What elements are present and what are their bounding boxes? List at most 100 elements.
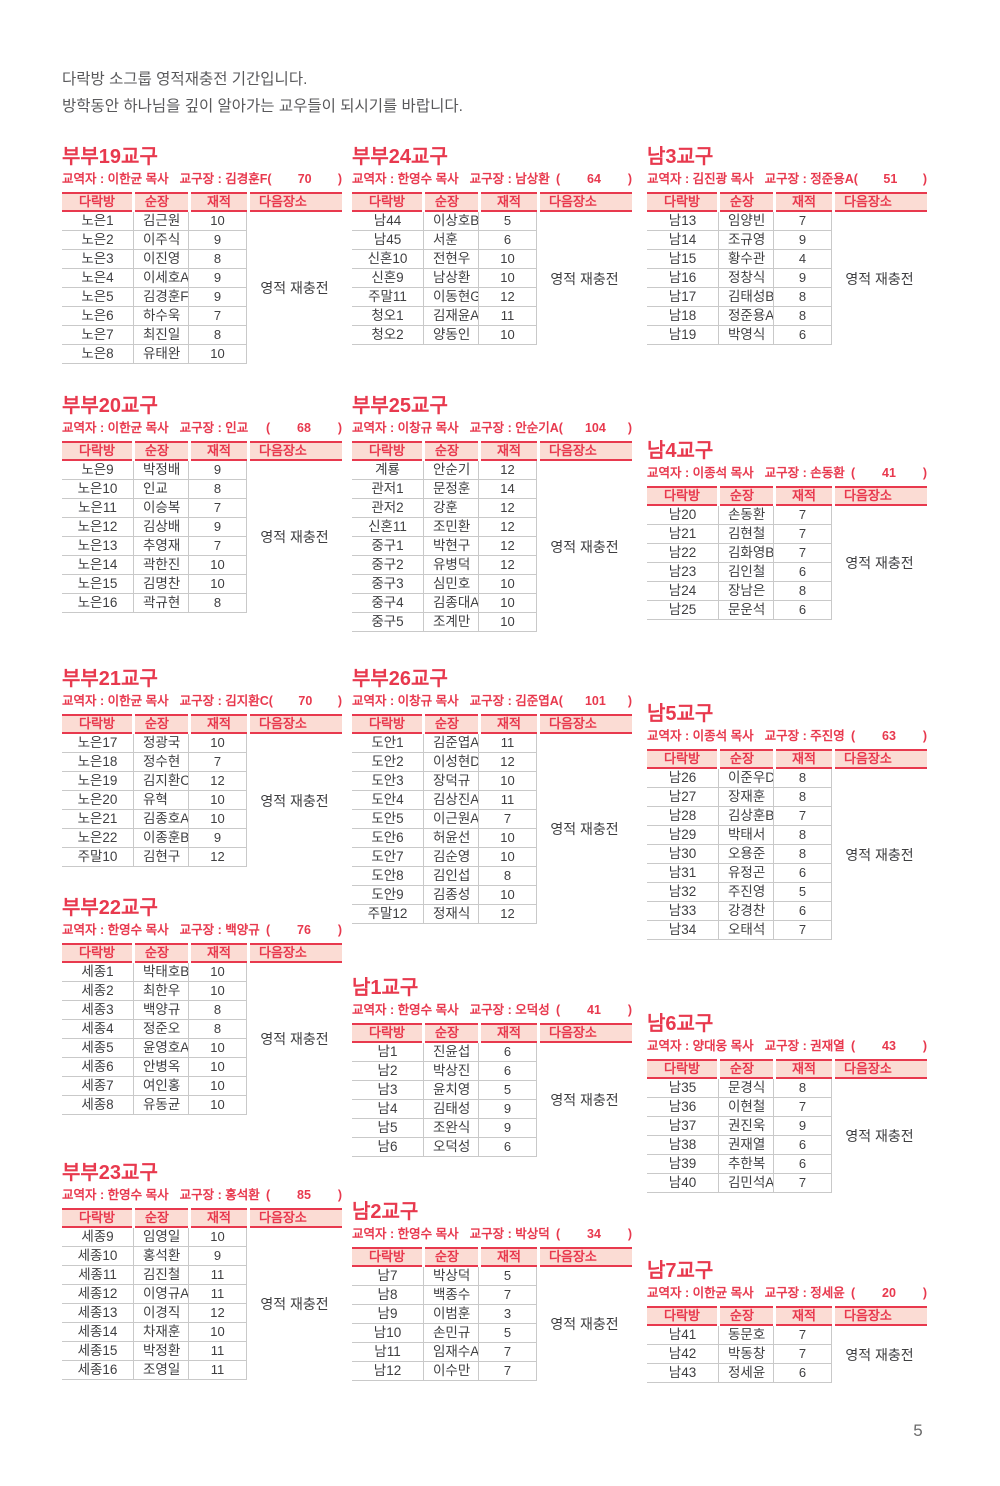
cell-darakbang: 남9 [352, 1305, 424, 1323]
table-row: 세종2 최한우 10 [62, 982, 247, 1001]
cell-jaejeok: 12 [479, 499, 537, 517]
intro-line-2: 방학동안 하나님을 깊이 알아가는 교우들이 되시기를 바랍니다. [62, 98, 463, 115]
cell-darakbang: 노은20 [62, 791, 134, 809]
cell-sunjang: 김종성 [424, 886, 479, 904]
member-count-value: 41 [882, 466, 896, 480]
table-row: 청오1 김재윤A 11 [352, 307, 537, 326]
cell-darakbang: 노은3 [62, 250, 134, 268]
cell-jaejeok: 8 [774, 1079, 832, 1097]
table-rows: 남35 문경식 8 남36 이현철 7 남37 권진욱 9 남38 권재열 6 … [647, 1079, 832, 1193]
cell-jaejeok: 6 [479, 1062, 537, 1080]
header-jaejeok: 재적 [776, 1059, 832, 1079]
cell-jaejeok: 10 [479, 594, 537, 612]
cell-sunjang: 황수관 [719, 250, 774, 268]
header-sunjang: 순장 [720, 749, 773, 769]
member-count-value: 63 [882, 729, 896, 743]
table-row: 노은22 이종훈B 9 [62, 829, 247, 848]
table-row: 남3 윤치영 5 [352, 1081, 537, 1100]
header-sunjang: 순장 [425, 1247, 478, 1267]
cell-darakbang: 관저1 [352, 480, 424, 498]
cell-darakbang: 남12 [352, 1362, 424, 1380]
cell-sunjang: 이현철 [719, 1098, 774, 1116]
cell-darakbang: 세종7 [62, 1077, 134, 1095]
table-body: 도안1 김준엽A 11 도안2 이성현D 12 도안3 장덕규 10 도안4 김… [352, 734, 632, 924]
table-row: 남25 문운석 6 [647, 601, 832, 620]
table-row: 중구4 김종대A 10 [352, 594, 537, 613]
cell-darakbang: 청오1 [352, 307, 424, 325]
cell-darakbang: 남36 [647, 1098, 719, 1116]
next-place-cell: 영적 재충전 [550, 270, 619, 287]
header-jaejeok: 재적 [776, 192, 832, 212]
cell-sunjang: 진윤섭 [424, 1043, 479, 1061]
next-place-cell: 영적 재충전 [845, 846, 914, 863]
leader-label: 교구장 : 정세윤 [764, 1286, 845, 1300]
cell-jaejeok: 11 [189, 1266, 247, 1284]
table-row: 세종15 박정환 11 [62, 1342, 247, 1361]
cell-jaejeok: 6 [774, 1155, 832, 1173]
cell-sunjang: 김상진A [424, 791, 479, 809]
header-darakbang: 다락방 [647, 192, 717, 212]
header-darakbang: 다락방 [62, 943, 132, 963]
cell-jaejeok: 12 [479, 288, 537, 306]
cell-sunjang: 박정환 [134, 1342, 189, 1360]
paren-open: ( [556, 172, 561, 186]
header-next-place: 다음장소 [250, 192, 342, 212]
cell-jaejeok: 4 [774, 250, 832, 268]
cell-darakbang: 남22 [647, 544, 719, 562]
cell-darakbang: 노은15 [62, 575, 134, 593]
member-count: (41) [556, 1002, 632, 1018]
cell-darakbang: 세종3 [62, 1001, 134, 1019]
cell-darakbang: 남34 [647, 921, 719, 939]
table-row: 남13 임양빈 7 [647, 212, 832, 231]
header-next-place: 다음장소 [835, 1306, 927, 1326]
table-row: 노은13 추영재 7 [62, 537, 247, 556]
cell-sunjang: 이진영 [134, 250, 189, 268]
parish-table: 부부25교구 교역자 : 이창규 목사 교구장 : 안순기A (104) 다락방… [352, 395, 632, 632]
table-row: 노은11 이승복 7 [62, 499, 247, 518]
cell-darakbang: 남26 [647, 769, 719, 787]
table-rows: 도안1 김준엽A 11 도안2 이성현D 12 도안3 장덕규 10 도안4 김… [352, 734, 537, 924]
cell-sunjang: 조완식 [424, 1119, 479, 1137]
parish-subtitle: 교역자 : 한영수 목사 교구장 : 남상환 (64) [352, 171, 632, 187]
cell-darakbang: 세종14 [62, 1323, 134, 1341]
cell-jaejeok: 11 [189, 1285, 247, 1303]
next-place-cell: 영적 재충전 [550, 1316, 619, 1332]
cell-jaejeok: 7 [774, 807, 832, 825]
cell-darakbang: 중구4 [352, 594, 424, 612]
cell-sunjang: 김준엽A [424, 734, 479, 752]
cell-darakbang: 남17 [647, 288, 719, 306]
table-row: 남37 권진욱 9 [647, 1117, 832, 1136]
cell-darakbang: 세종5 [62, 1039, 134, 1057]
header-jaejeok: 재적 [481, 1247, 537, 1267]
cell-sunjang: 손동환 [719, 506, 774, 524]
cell-jaejeok: 9 [774, 269, 832, 287]
cell-sunjang: 김지환C [134, 772, 189, 790]
cell-darakbang: 남4 [352, 1100, 424, 1118]
cell-darakbang: 남25 [647, 601, 719, 619]
leader-label: 교구장 : 안순기A [469, 421, 559, 435]
leader-label: 교구장 : 김지환C [179, 694, 269, 708]
cell-sunjang: 강훈 [424, 499, 479, 517]
cell-darakbang: 도안3 [352, 772, 424, 790]
header-next-place: 다음장소 [540, 714, 632, 734]
member-count: (104) [559, 420, 632, 436]
parish-title: 부부25교구 [352, 395, 448, 417]
parish-title: 남4교구 [647, 440, 714, 462]
cell-darakbang: 노은6 [62, 307, 134, 325]
cell-darakbang: 세종11 [62, 1266, 134, 1284]
table-row: 노은15 김명찬 10 [62, 575, 247, 594]
paren-open: ( [268, 694, 273, 708]
table-header-row: 다락방 순장 재적 다음장소 [647, 486, 927, 506]
table-row: 노은9 박정배 9 [62, 461, 247, 480]
cell-darakbang: 남40 [647, 1174, 719, 1192]
cell-sunjang: 안순기 [424, 461, 479, 479]
cell-jaejeok: 8 [774, 769, 832, 787]
table-row: 남31 유정곤 6 [647, 864, 832, 883]
cell-darakbang: 청오2 [352, 326, 424, 344]
member-count-value: 51 [883, 172, 898, 186]
intro-line-1: 다락방 소그룹 영적재충전 기간입니다. [62, 71, 308, 88]
next-place-cell: 영적 재충전 [260, 280, 329, 296]
cell-sunjang: 손민규 [424, 1324, 479, 1342]
cell-jaejeok: 12 [189, 1304, 247, 1322]
cell-jaejeok: 7 [774, 921, 832, 939]
